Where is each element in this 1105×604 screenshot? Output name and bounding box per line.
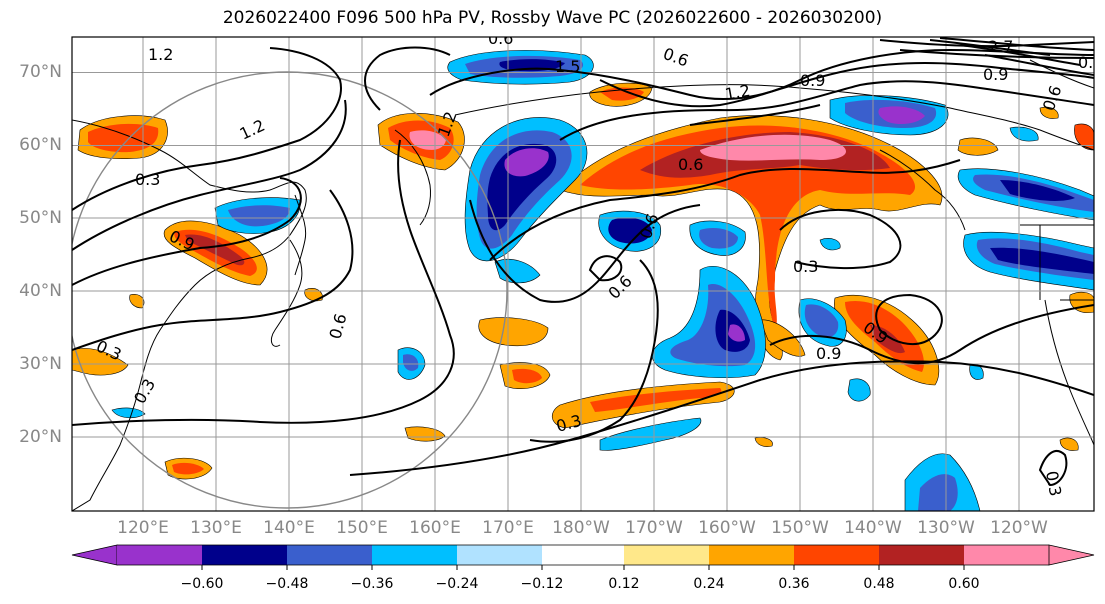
- lon-label: 120°W: [990, 518, 1048, 538]
- lon-label: 170°E: [482, 518, 534, 538]
- colorbar-tick-label: −0.60: [180, 576, 224, 592]
- contour-label: 0.9: [816, 344, 841, 363]
- colorbar-tick-label: 0.48: [863, 576, 895, 592]
- colorbar-tick-label: −0.24: [435, 576, 479, 592]
- colorbar-tick-label: −0.48: [265, 576, 309, 592]
- colorbar-segment: [117, 545, 202, 565]
- lon-label: 140°E: [263, 518, 315, 538]
- colorbar-tick-label: −0.12: [520, 576, 564, 592]
- colorbar-segment: [964, 545, 1049, 565]
- lon-label: 130°W: [917, 518, 975, 538]
- colorbar-segment: [202, 545, 287, 565]
- contour-label: 0.3: [793, 257, 818, 276]
- contour-label-group: 1.2 0.6 0.6 1.5 0.9 1.2 0.9 1.2 1.2 0.6 …: [93, 29, 1103, 498]
- colorbar-arrow-right: [1048, 544, 1095, 566]
- colorbar-segment: [794, 545, 879, 565]
- lat-label: 60°N: [19, 135, 62, 155]
- contour-label: 0.6: [678, 155, 703, 174]
- lon-label: 150°W: [771, 518, 829, 538]
- reference-circle: [72, 71, 508, 509]
- map-frame: [71, 36, 1095, 512]
- lon-label: 170°W: [625, 518, 683, 538]
- lon-label: 120°E: [117, 518, 169, 538]
- colorbar-segment: [287, 545, 372, 565]
- contour-label: 1.2: [723, 81, 751, 104]
- contour-label: 0.6: [488, 29, 513, 48]
- colorbar-tick-label: 0.24: [693, 576, 725, 592]
- map-field: 1.2 0.6 0.6 1.5 0.9 1.2 0.9 1.2 1.2 0.6 …: [72, 29, 1103, 511]
- colorbar-tick-label: 0.12: [608, 576, 640, 592]
- contour-label: 0.9: [800, 71, 825, 90]
- colorbar-segment: [372, 545, 457, 565]
- lat-label: 20°N: [19, 427, 62, 447]
- lon-label: 180°W: [552, 518, 610, 538]
- colorbar-segment: [709, 545, 794, 565]
- colorbar: [71, 544, 1095, 570]
- map-title: 2026022400 F096 500 hPa PV, Rossby Wave …: [222, 8, 883, 28]
- lon-label: 140°W: [844, 518, 902, 538]
- lon-label: 160°W: [698, 518, 756, 538]
- contour-label: 0.3: [135, 170, 160, 189]
- colorbar-segment: [879, 545, 964, 565]
- contour-label: 1.2: [148, 45, 173, 64]
- colorbar-arrow-left: [71, 544, 118, 566]
- colorbar-segment: [542, 545, 624, 565]
- contour-label: 0.9: [983, 65, 1008, 84]
- lat-label: 50°N: [19, 208, 62, 228]
- contour-label: 0.3: [1042, 469, 1065, 497]
- colorbar-segment: [624, 545, 709, 565]
- contour-label: 1.5: [555, 57, 580, 76]
- lat-label: 70°N: [19, 62, 62, 82]
- lon-label: 160°E: [409, 518, 461, 538]
- colorbar-tick-label: 0.36: [778, 576, 810, 592]
- negative-anomalies: [111, 50, 1094, 511]
- pv-contours: [72, 37, 1094, 487]
- contour-label: 0.3: [1078, 53, 1103, 72]
- lat-label: 40°N: [19, 281, 62, 301]
- contour-label: 2.7: [988, 37, 1013, 56]
- colorbar-segment: [457, 545, 542, 565]
- lat-label: 30°N: [19, 354, 62, 374]
- lon-label: 130°E: [190, 518, 242, 538]
- lon-label: 150°E: [336, 518, 388, 538]
- colorbar-tick-label: −0.36: [350, 576, 394, 592]
- colorbar-tick-label: 0.60: [948, 576, 980, 592]
